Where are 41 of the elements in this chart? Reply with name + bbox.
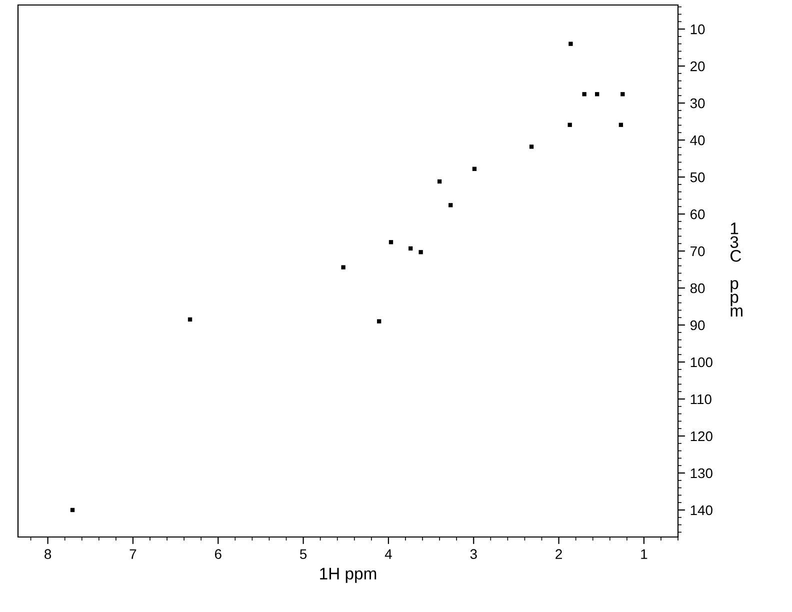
point [568,42,573,46]
x-tick-label: 3 [470,549,477,560]
y-tick-label: 70 [690,246,705,256]
point [388,240,394,244]
point [529,144,534,149]
x-tick-label: 7 [130,549,136,559]
y-tick-label: 110 [690,394,712,404]
point [595,92,600,96]
point [582,92,586,96]
point [620,92,625,96]
x-axis-title: 1H ppm [320,568,376,583]
x-tick-label: 1 [641,549,648,559]
point [618,122,624,127]
point [377,319,382,324]
y-tick-label: 40 [690,135,705,146]
y-tick-label: 10 [690,24,705,34]
point [448,203,453,208]
point [341,265,346,270]
x-tick-label: 8 [44,549,52,560]
y-tick-label: 120 [690,431,712,442]
y-tick-label: 30 [690,98,705,108]
point [568,122,572,127]
point [418,250,423,254]
y-tick-label: 80 [690,283,705,294]
point [188,317,192,322]
y-tick-label: 100 [690,357,712,368]
x-tick-label: 4 [384,549,392,559]
y-tick-label: 20 [690,61,705,72]
x-tick-label: 2 [556,549,562,559]
y-tick-label: 50 [690,172,705,182]
x-tick-label: 6 [214,549,222,560]
y-axis-title: 13C ppm [730,222,742,316]
y-tick-label: 130 [690,468,712,478]
y-tick-label: 140 [690,505,712,516]
point [472,166,477,171]
point [408,246,413,251]
x-tick-label: 5 [300,549,307,560]
y-tick-label: 90 [690,320,705,330]
point [437,179,442,184]
y-tick-label: 60 [690,209,705,220]
point [70,508,75,512]
